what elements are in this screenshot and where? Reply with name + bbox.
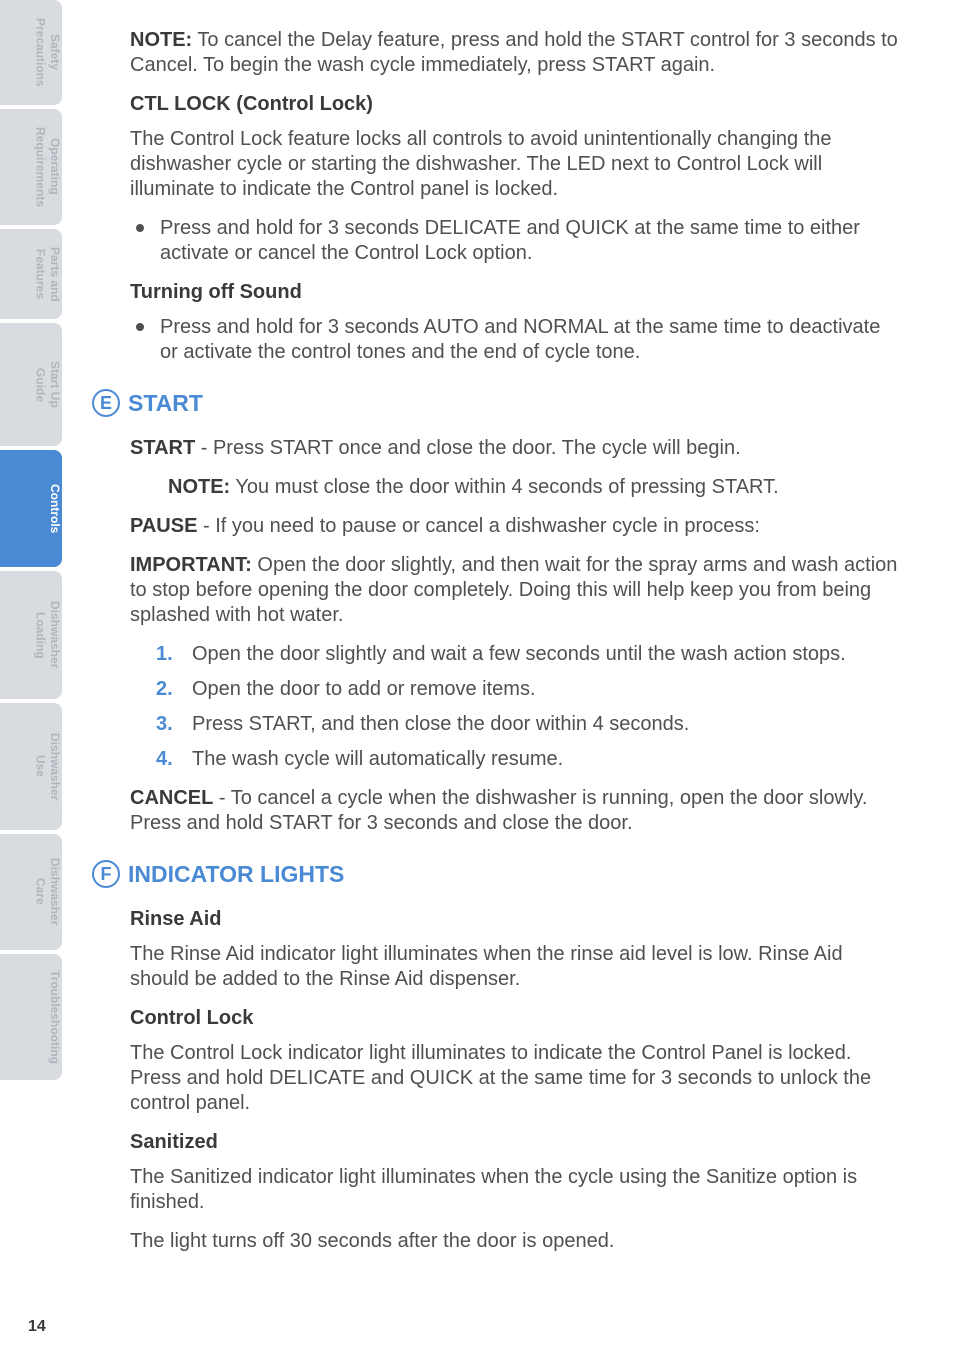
heading-sound: Turning off Sound: [130, 280, 900, 305]
tab-care[interactable]: DishwasherCare: [0, 834, 62, 949]
section-start: E START: [92, 389, 900, 418]
heading-sanitized: Sanitized: [130, 1130, 900, 1155]
heading-control-lock: Control Lock: [130, 1006, 900, 1031]
heading-rinse-aid: Rinse Aid: [130, 907, 900, 932]
note-delay: NOTE: To cancel the Delay feature, press…: [130, 28, 900, 78]
tab-troubleshooting[interactable]: Troubleshooting: [0, 954, 62, 1080]
text-sanitized-1: The Sanitized indicator light illuminate…: [130, 1165, 900, 1215]
section-title-text: START: [128, 389, 203, 418]
list-ctl-lock: Press and hold for 3 seconds DELICATE an…: [130, 216, 900, 266]
heading-ctl-lock: CTL LOCK (Control Lock): [130, 92, 900, 117]
sidebar-nav: SafetyPrecautions OperatingRequirements …: [0, 0, 62, 1354]
step-item: 3.Press START, and then close the door w…: [156, 712, 900, 737]
step-item: 2.Open the door to add or remove items.: [156, 677, 900, 702]
section-letter-icon: F: [92, 860, 120, 888]
text-cancel: CANCEL - To cancel a cycle when the dish…: [130, 786, 900, 836]
text-start: START - Press START once and close the d…: [130, 436, 900, 461]
text-ctl-lock: The Control Lock feature locks all contr…: [130, 127, 900, 202]
text-important: IMPORTANT: Open the door slightly, and t…: [130, 553, 900, 628]
section-title-text: INDICATOR LIGHTS: [128, 860, 344, 889]
tab-use[interactable]: DishwasherUse: [0, 703, 62, 830]
text-rinse-aid: The Rinse Aid indicator light illuminate…: [130, 942, 900, 992]
step-item: 1.Open the door slightly and wait a few …: [156, 642, 900, 667]
step-item: 4.The wash cycle will automatically resu…: [156, 747, 900, 772]
text-control-lock: The Control Lock indicator light illumin…: [130, 1041, 900, 1116]
page-content: NOTE: To cancel the Delay feature, press…: [130, 28, 900, 1268]
tab-operating[interactable]: OperatingRequirements: [0, 109, 62, 225]
section-letter-icon: E: [92, 389, 120, 417]
tab-parts[interactable]: Parts andFeatures: [0, 229, 62, 320]
tab-controls[interactable]: Controls: [0, 450, 62, 567]
tab-startup[interactable]: Start UpGuide: [0, 323, 62, 446]
tab-loading[interactable]: DishwasherLoading: [0, 571, 62, 698]
tab-safety[interactable]: SafetyPrecautions: [0, 0, 62, 105]
page-number: 14: [28, 1318, 46, 1336]
text-pause: PAUSE - If you need to pause or cancel a…: [130, 514, 900, 539]
list-item: Press and hold for 3 seconds AUTO and NO…: [130, 315, 900, 365]
section-indicator: F INDICATOR LIGHTS: [92, 860, 900, 889]
steps-list: 1.Open the door slightly and wait a few …: [156, 642, 900, 772]
list-sound: Press and hold for 3 seconds AUTO and NO…: [130, 315, 900, 365]
list-item: Press and hold for 3 seconds DELICATE an…: [130, 216, 900, 266]
note-start: NOTE: You must close the door within 4 s…: [168, 475, 900, 500]
text-sanitized-2: The light turns off 30 seconds after the…: [130, 1229, 900, 1254]
